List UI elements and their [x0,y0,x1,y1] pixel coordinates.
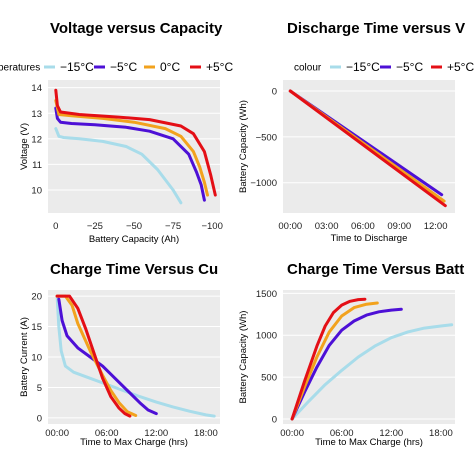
x-tick-label: 06:00 [351,221,375,232]
series-line-minus15c [290,323,454,421]
x-tick-label: 06:00 [95,428,119,439]
y-tick-label: 13 [31,109,42,120]
x-tick-label: 09:00 [387,221,411,232]
x-tick-label: 00:00 [280,428,304,439]
chart-panel-2: Discharge Time versus V 0 −500 −1000 00:00 03… [238,20,474,244]
x-tick-label: 12:00 [144,428,168,439]
legend: peratures −15°C −5°C 0°C +5°C [0,60,233,74]
y-tick-label: 5 [37,383,42,394]
series-line-minus5c [57,297,158,416]
x-axis-label: Time to Max Charge (hrs) [315,437,423,448]
y-tick-label: 500 [261,373,277,384]
chart-title: Charge Time Versus Batt [287,261,464,278]
y-tick-label: 15 [31,322,42,333]
x-tick-label: −50 [126,221,142,232]
plot-background [283,290,455,424]
y-axis-label: Battery Capacity (Wh) [238,311,249,404]
series-group [290,297,454,421]
legend-label: +5°C [447,60,474,74]
legend-label: +5°C [206,60,233,74]
y-tick-label: 0 [272,414,277,425]
y-tick-label: 1000 [256,331,277,342]
x-tick-label: 00:00 [45,428,69,439]
chart-title: Voltage versus Capacity [50,20,223,37]
legend-title: peratures [0,63,40,74]
series-group [54,88,217,205]
series-line-plus5c [55,294,132,418]
chart-title: Discharge Time versus V [287,20,465,37]
y-tick-label: −500 [256,132,277,143]
legend-label: −15°C [60,60,94,74]
x-tick-label: 06:00 [330,428,354,439]
y-tick-label: 20 [31,292,42,303]
series-line-plus5c [288,89,447,208]
y-tick-label: 14 [31,83,42,94]
x-tick-label: −100 [201,221,222,232]
y-tick-label: 1500 [256,289,277,300]
y-axis-label: Battery Capacity (Wh) [238,100,249,193]
legend-label: −15°C [346,60,380,74]
x-tick-label: 0 [53,221,58,232]
x-tick-label: −75 [165,221,181,232]
legend-label: −5°C [110,60,137,74]
y-tick-label: 0 [272,87,277,98]
y-tick-label: 11 [32,160,42,171]
y-tick-label: 10 [31,353,42,364]
series-group [288,89,447,208]
x-axis-label: Battery Capacity (Ah) [89,234,179,245]
x-tick-label: 18:00 [429,428,453,439]
series-line-0c [54,99,209,197]
chart-panel-3: Charge Time Versus Cu 0 5 10 15 20 00:00 06:00 1… [19,261,220,448]
series-line-minus15c [55,294,216,418]
x-tick-label: 18:00 [194,428,218,439]
plot-background [48,80,220,213]
chart-panel-4: Charge Time Versus Batt 0 500 1000 1500 00:00… [238,261,464,448]
y-axis-label: Battery Current (A) [19,317,30,397]
x-axis-label: Time to Max Charge (hrs) [80,437,188,448]
legend-label: −5°C [396,60,423,74]
series-line-minus5c [290,307,403,421]
x-tick-label: −25 [87,221,103,232]
legend-label: 0°C [160,60,180,74]
series-line-plus5c [290,297,367,421]
y-axis-label: Voltage (V) [19,123,30,170]
x-tick-label: 12:00 [424,221,448,232]
chart-title: Charge Time Versus Cu [50,261,218,278]
chart-panel-1: Voltage versus Capacity 10 11 12 13 14 0 −25 −50… [0,20,233,245]
y-tick-label: 10 [31,185,42,196]
y-tick-label: 12 [31,134,42,145]
x-tick-label: 03:00 [315,221,339,232]
series-line-minus15c [54,127,183,205]
series-line-0c [290,301,379,421]
y-tick-label: −1000 [250,178,277,189]
x-tick-label: 00:00 [278,221,302,232]
series-line-plus5c [54,88,217,197]
legend-title: colour [294,63,322,74]
legend: colour −15°C −5°C +5°C [294,60,474,74]
y-tick-label: 0 [37,413,42,424]
series-line-minus5c [54,106,206,202]
x-tick-label: 12:00 [379,428,403,439]
x-axis-label: Time to Discharge [331,233,408,244]
series-group [55,294,216,418]
